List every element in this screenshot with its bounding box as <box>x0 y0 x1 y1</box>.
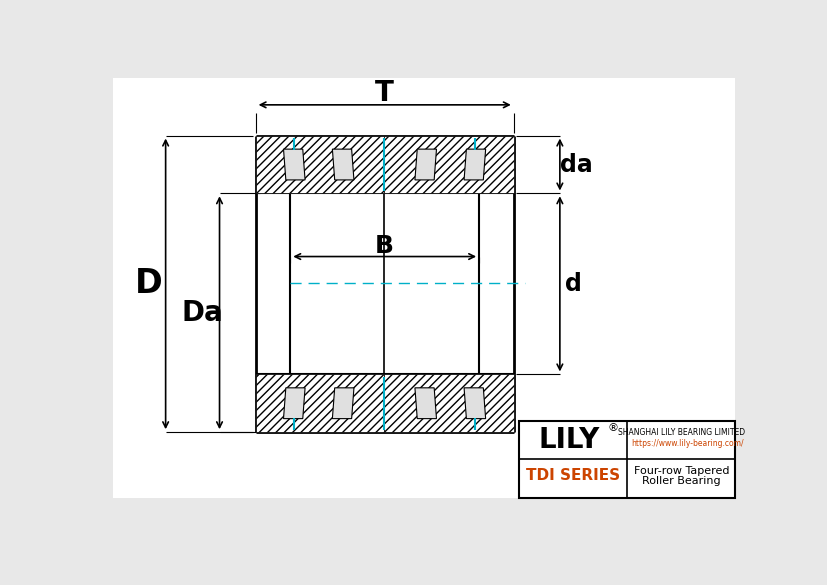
Text: T: T <box>375 78 394 106</box>
Polygon shape <box>463 149 485 180</box>
Text: d: d <box>565 272 581 296</box>
Text: da: da <box>560 153 592 177</box>
Polygon shape <box>414 388 436 419</box>
Polygon shape <box>332 149 353 180</box>
Bar <box>256 136 384 194</box>
Bar <box>256 374 384 432</box>
Text: Da: Da <box>181 299 223 327</box>
Bar <box>384 374 513 432</box>
Text: SHANGHAI LILY BEARING LIMITED: SHANGHAI LILY BEARING LIMITED <box>617 428 744 438</box>
Polygon shape <box>414 149 436 180</box>
Text: D: D <box>135 267 162 300</box>
Text: TDI SERIES: TDI SERIES <box>525 469 619 483</box>
Polygon shape <box>283 149 304 180</box>
Bar <box>384 136 513 194</box>
Text: ®: ® <box>607 424 619 433</box>
Text: Roller Bearing: Roller Bearing <box>641 476 719 486</box>
Polygon shape <box>283 388 304 419</box>
Text: LILY: LILY <box>538 426 600 454</box>
Polygon shape <box>463 388 485 419</box>
Text: https://www.lily-bearing.com/: https://www.lily-bearing.com/ <box>630 439 743 448</box>
Text: B: B <box>375 234 394 258</box>
Polygon shape <box>332 388 353 419</box>
Bar <box>519 421 734 498</box>
Text: Four-row Tapered: Four-row Tapered <box>633 466 729 476</box>
